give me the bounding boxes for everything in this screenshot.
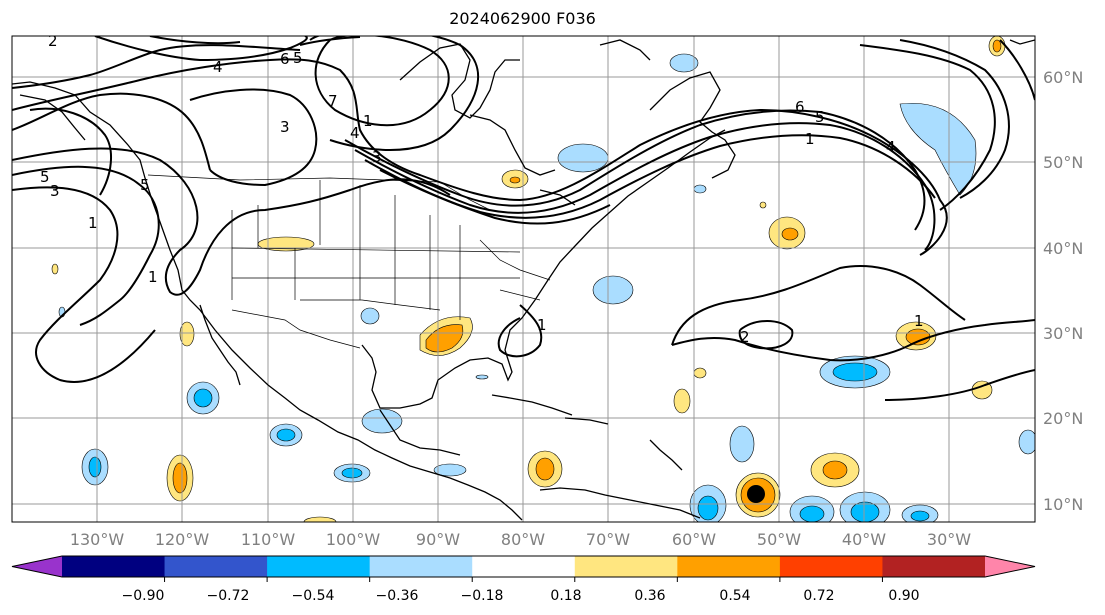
latitude-labels: 60°N 50°N 40°N 30°N 20°N 10°N	[1043, 68, 1083, 514]
colorbar-tick-label: 0.54	[719, 588, 750, 604]
colorbar-tick-label: 0.72	[803, 588, 834, 604]
colorbar-segment	[574, 556, 678, 577]
colorbar-segment	[369, 556, 473, 577]
contour-lines	[12, 36, 1035, 401]
colorbar-segment	[267, 556, 371, 577]
colorbar-tick-label: −0.72	[207, 588, 250, 604]
svg-text:100°W: 100°W	[326, 530, 381, 549]
svg-text:120°W: 120°W	[155, 530, 210, 549]
svg-text:10°N: 10°N	[1043, 495, 1083, 514]
map-frame	[11, 35, 1036, 523]
svg-text:70°W: 70°W	[586, 530, 630, 549]
svg-text:1: 1	[363, 112, 373, 130]
svg-text:80°W: 80°W	[501, 530, 545, 549]
svg-text:1: 1	[805, 130, 815, 148]
svg-text:7: 7	[328, 92, 338, 110]
svg-text:60°W: 60°W	[672, 530, 716, 549]
anomaly-fills	[51, 36, 1035, 522]
svg-text:110°W: 110°W	[241, 530, 296, 549]
svg-text:50°N: 50°N	[1043, 153, 1083, 172]
colorbar-segment	[62, 556, 166, 577]
colorbar-segment	[677, 556, 781, 577]
svg-text:40°W: 40°W	[842, 530, 886, 549]
svg-text:20°N: 20°N	[1043, 409, 1083, 428]
svg-text:2: 2	[740, 328, 750, 346]
longitude-labels: 130°W 120°W 110°W 100°W 90°W 80°W 70°W 6…	[70, 530, 971, 549]
svg-text:60°N: 60°N	[1043, 68, 1083, 87]
colorbar-segment	[164, 556, 268, 577]
svg-text:5: 5	[140, 176, 150, 194]
storm-center-marker	[747, 485, 765, 503]
map-area: 2 4 6 5 3 7 4 1 3 5 6 5 1 4 3 5 1 1 2 1 …	[12, 32, 1035, 522]
svg-text:3: 3	[50, 182, 60, 200]
svg-text:4: 4	[350, 124, 360, 142]
contour-labels: 2 4 6 5 3 7 4 1 3 5 6 5 1 4 3 5 1 1 2 1 …	[40, 32, 924, 346]
svg-text:30°N: 30°N	[1043, 324, 1083, 343]
svg-text:4: 4	[886, 138, 896, 156]
svg-text:6: 6	[280, 50, 290, 68]
svg-text:1: 1	[88, 214, 98, 232]
svg-text:40°N: 40°N	[1043, 239, 1083, 258]
graticule	[12, 36, 1035, 522]
colorbar-segment	[779, 556, 883, 577]
colorbar-tick-label: −0.18	[461, 588, 504, 604]
svg-text:50°W: 50°W	[757, 530, 801, 549]
svg-text:1: 1	[914, 312, 924, 330]
colorbar-tick-label: 0.90	[888, 588, 919, 604]
colorbar-extend-high	[985, 556, 1035, 577]
colorbar	[11, 555, 1036, 582]
colorbar-tick-label: −0.90	[122, 588, 165, 604]
svg-text:1: 1	[537, 316, 547, 334]
colorbar-tick-label: −0.54	[292, 588, 335, 604]
svg-text:5: 5	[293, 49, 303, 67]
colorbar-tick-labels: −0.90 −0.72 −0.54 −0.36 −0.18 0.18 0.36 …	[122, 588, 920, 604]
svg-text:5: 5	[40, 168, 50, 186]
colorbar-tick-label: 0.18	[550, 588, 581, 604]
colorbar-outline	[11, 555, 1036, 578]
svg-text:130°W: 130°W	[70, 530, 125, 549]
colorbar-segment	[472, 556, 576, 577]
svg-text:3: 3	[372, 148, 382, 166]
svg-text:1: 1	[148, 268, 158, 286]
svg-text:5: 5	[815, 108, 825, 126]
colorbar-segment	[882, 556, 986, 577]
colorbar-tick-label: 0.36	[634, 588, 665, 604]
svg-text:3: 3	[280, 118, 290, 136]
svg-text:90°W: 90°W	[416, 530, 460, 549]
svg-text:30°W: 30°W	[927, 530, 971, 549]
colorbar-tick-label: −0.36	[376, 588, 419, 604]
map-title: 2024062900 F036	[449, 9, 596, 28]
svg-text:2: 2	[48, 32, 58, 50]
svg-text:4: 4	[213, 58, 223, 76]
coastlines	[12, 39, 1035, 521]
svg-text:6: 6	[795, 98, 805, 116]
colorbar-extend-low	[12, 556, 62, 577]
